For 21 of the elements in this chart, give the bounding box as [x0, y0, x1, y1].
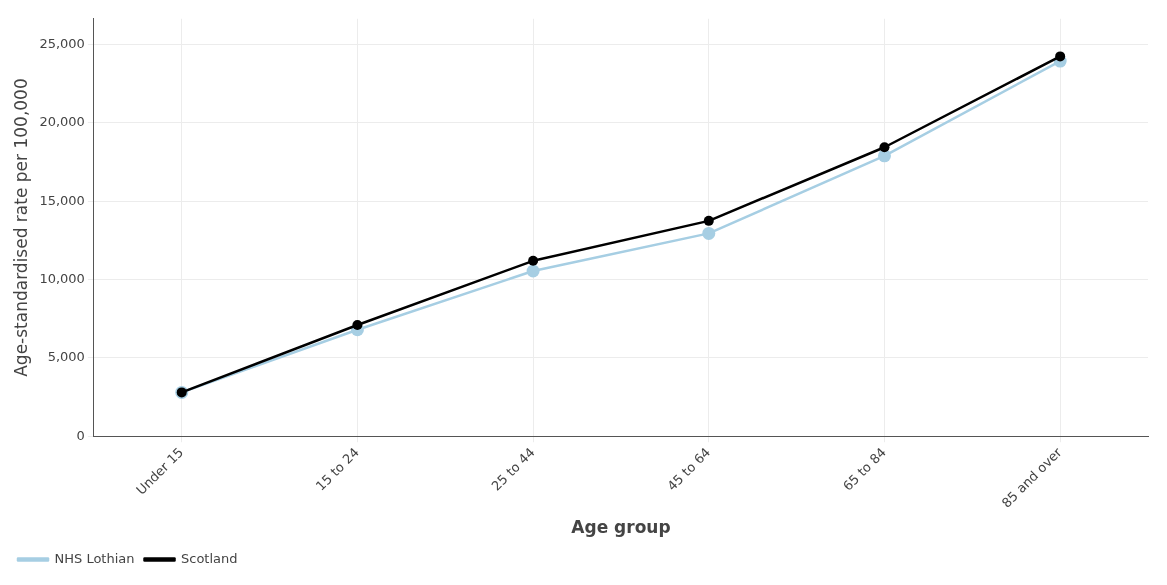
x-tick-label: 25 to 44 — [488, 444, 538, 494]
point — [352, 320, 363, 331]
point — [702, 226, 716, 240]
legend-label: NHS Lothian — [54, 550, 135, 566]
y-tick-label: 15,000 — [39, 192, 85, 208]
y-axis-title: Age-standardised rate per 100,000 — [10, 78, 31, 377]
x-tick-label: 15 to 24 — [312, 444, 362, 494]
y-tick-label: 5,000 — [47, 349, 85, 365]
x-tick-label: 45 to 64 — [664, 444, 714, 494]
x-tick-label: 65 to 84 — [839, 444, 889, 494]
point — [526, 264, 540, 278]
point — [879, 142, 890, 153]
y-tick-label: 25,000 — [39, 36, 85, 52]
point — [528, 255, 539, 266]
point — [703, 215, 714, 226]
legend-label: Scotland — [181, 550, 238, 566]
point — [1055, 51, 1066, 62]
y-tick-label: 0 — [76, 427, 85, 443]
x-axis-title: Age group — [571, 517, 671, 538]
y-tick-label: 20,000 — [39, 114, 85, 130]
y-tick-label: 10,000 — [39, 270, 85, 286]
